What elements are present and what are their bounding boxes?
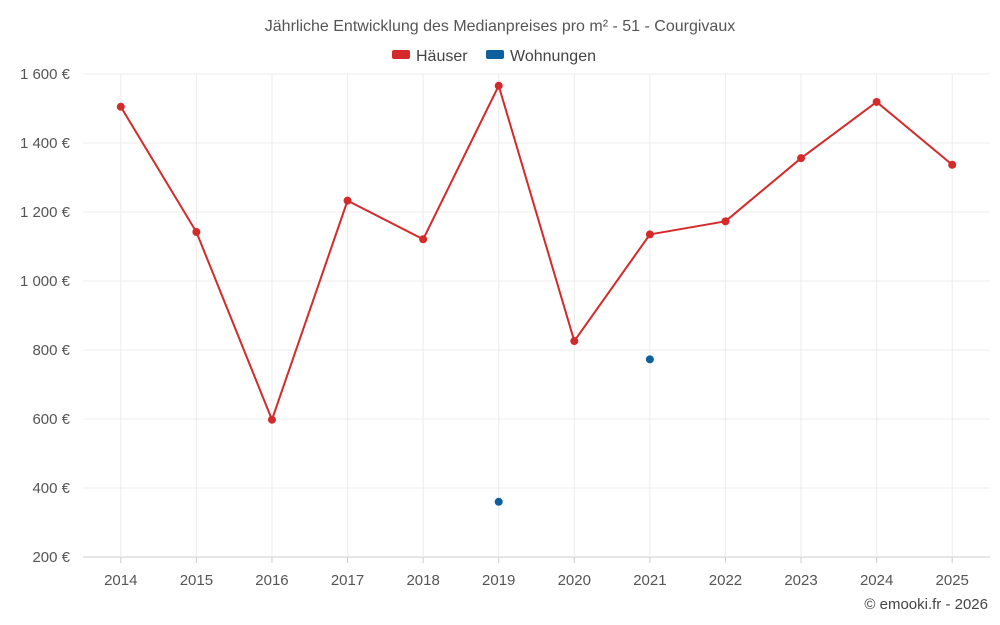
legend-item-haeuser[interactable]: Häuser (392, 48, 468, 65)
x-tick-label: 2018 (406, 572, 439, 589)
x-tick-label: 2020 (558, 572, 591, 589)
data-point-wohnungen[interactable] (645, 355, 654, 364)
y-tick-label: 1 200 € (20, 204, 71, 221)
data-point-haeuser[interactable] (948, 160, 957, 169)
y-tick-label: 800 € (32, 342, 70, 359)
x-tick-label: 2016 (255, 572, 288, 589)
y-tick-label: 600 € (32, 411, 70, 428)
data-point-haeuser[interactable] (570, 337, 579, 346)
data-point-haeuser[interactable] (267, 415, 276, 424)
chart-title: Jährliche Entwicklung des Medianpreises … (265, 18, 735, 35)
legend-swatch-wohnungen (486, 50, 504, 59)
data-point-haeuser[interactable] (116, 102, 125, 111)
x-tick-label: 2017 (331, 572, 364, 589)
legend-swatch-haeuser (392, 50, 410, 59)
data-point-haeuser[interactable] (645, 230, 654, 239)
y-tick-label: 1 000 € (20, 273, 71, 290)
y-tick-label: 400 € (32, 480, 70, 497)
legend-label-wohnungen: Wohnungen (510, 48, 596, 65)
legend-label-haeuser: Häuser (416, 48, 468, 65)
credit-text: © emooki.fr - 2026 (864, 596, 988, 613)
y-tick-label: 1 600 € (20, 66, 71, 83)
x-tick-label: 2024 (860, 572, 893, 589)
data-point-wohnungen[interactable] (494, 497, 503, 506)
data-point-haeuser[interactable] (721, 217, 730, 226)
grid (83, 73, 990, 558)
data-point-haeuser[interactable] (192, 228, 201, 237)
x-tick-label: 2023 (784, 572, 817, 589)
series-layer (116, 81, 957, 506)
x-tick-label: 2015 (180, 572, 213, 589)
data-point-haeuser[interactable] (797, 154, 806, 163)
data-point-haeuser[interactable] (419, 235, 428, 244)
x-tick-label: 2022 (709, 572, 742, 589)
y-tick-label: 200 € (32, 549, 70, 566)
legend: Häuser Wohnungen (392, 48, 596, 65)
data-point-haeuser[interactable] (872, 97, 881, 106)
x-tick-label: 2021 (633, 572, 666, 589)
data-point-haeuser[interactable] (343, 196, 352, 205)
data-point-haeuser[interactable] (494, 81, 503, 90)
y-axis: 200 € 400 € 600 € 800 € 1 000 € 1 200 € 1 400 … (20, 66, 71, 566)
x-tick-label: 2019 (482, 572, 515, 589)
series-line-haeuser (119, 84, 953, 421)
x-axis: 2014 2015 2016 2017 2018 2019 2020 2021 2022 2023… (104, 557, 969, 589)
y-tick-label: 1 400 € (20, 135, 71, 152)
x-tick-label: 2014 (104, 572, 137, 589)
x-tick-label: 2025 (936, 572, 969, 589)
legend-item-wohnungen[interactable]: Wohnungen (486, 48, 596, 65)
